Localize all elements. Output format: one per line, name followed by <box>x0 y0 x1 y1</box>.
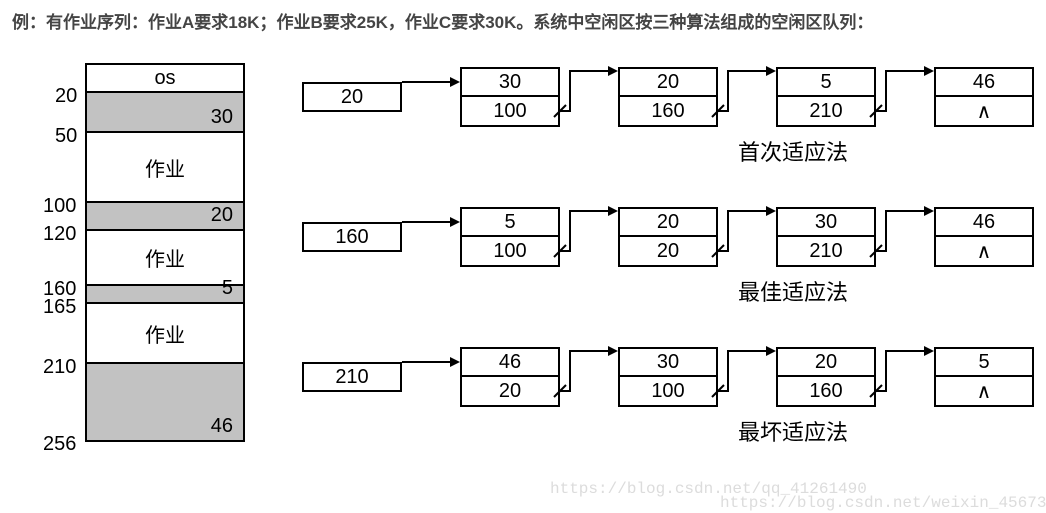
node-size: 46 <box>936 209 1032 237</box>
memory-column: os30作业20作业5作业46 2050100120160165210256 <box>47 63 247 485</box>
linked-list-row: 203010020160521046∧ <box>302 65 1034 129</box>
mem-address-165: 165 <box>43 296 76 319</box>
node-next: 20 <box>620 237 716 265</box>
list-node: 2020 <box>618 207 718 267</box>
mem-row-4: 作业 <box>87 231 243 286</box>
mem-address-256: 256 <box>43 433 76 456</box>
node-size: 46 <box>936 69 1032 97</box>
list-node: 4620 <box>460 347 560 407</box>
mem-row-label: 作业 <box>145 243 185 272</box>
list-node: 5210 <box>776 67 876 127</box>
node-size: 5 <box>936 349 1032 377</box>
arrow-connector <box>402 347 460 411</box>
mem-row-3: 20 <box>87 203 243 231</box>
node-size: 46 <box>462 349 558 377</box>
arrow-connector <box>560 347 618 411</box>
memory-table: os 30 作业 20 作业 5 作业 46 <box>85 63 245 442</box>
node-size: 5 <box>462 209 558 237</box>
mem-address-100: 100 <box>43 195 76 218</box>
mem-row-1: 30 <box>87 93 243 133</box>
node-next: ∧ <box>936 377 1032 405</box>
arrow-connector <box>718 347 776 411</box>
algorithm-label: 最佳适应法 <box>552 275 1034 307</box>
mem-row-5: 5 <box>87 286 243 304</box>
arrow-connector <box>560 207 618 271</box>
mem-address-210: 210 <box>43 356 76 379</box>
node-next: 100 <box>462 97 558 125</box>
arrow-connector <box>876 67 934 131</box>
node-size: 30 <box>462 69 558 97</box>
mem-address-120: 120 <box>43 223 76 246</box>
mem-row-6: 作业 <box>87 304 243 364</box>
arrow-connector <box>718 207 776 271</box>
list-head: 160 <box>302 222 402 252</box>
linked-list-row: 160 5100 2020 30210 46∧ <box>302 205 1034 269</box>
node-size: 20 <box>620 69 716 97</box>
node-next: 160 <box>778 377 874 405</box>
node-size: 30 <box>620 349 716 377</box>
mem-row-label: 30 <box>211 106 233 129</box>
linked-lists-column: 203010020160521046∧首次适应法1605100202030210… <box>302 63 1034 485</box>
mem-address-20: 20 <box>55 85 77 108</box>
list-node: 30100 <box>460 67 560 127</box>
node-next: 100 <box>462 237 558 265</box>
list-node: 20160 <box>618 67 718 127</box>
node-next: 210 <box>778 97 874 125</box>
watermark-2: https://blog.csdn.net/weixin_45673955 <box>720 494 1046 512</box>
algorithm-block-0: 203010020160521046∧首次适应法 <box>302 65 1034 167</box>
algorithm-label: 首次适应法 <box>552 135 1034 167</box>
node-next: ∧ <box>936 237 1032 265</box>
node-size: 30 <box>778 209 874 237</box>
arrow-connector <box>718 67 776 131</box>
mem-row-2: 作业 <box>87 133 243 203</box>
mem-row-7: 46 <box>87 364 243 442</box>
diagram-content: os 30 作业 20 作业 5 作业 46 20 50 100 120 160 165 210 256 2… <box>12 63 1034 485</box>
list-node: 20160 <box>776 347 876 407</box>
mem-row-label: 作业 <box>145 153 185 182</box>
mem-row-label: 46 <box>211 415 233 438</box>
mem-row-label: 20 <box>211 204 233 227</box>
mem-address-50: 50 <box>55 125 77 148</box>
arrow-connector <box>402 67 460 131</box>
list-node: 30210 <box>776 207 876 267</box>
node-size: 20 <box>620 209 716 237</box>
list-head: 210 <box>302 362 402 392</box>
arrow-connector <box>876 347 934 411</box>
algorithm-label: 最坏适应法 <box>552 415 1034 447</box>
mem-row-0: os <box>87 65 243 93</box>
algorithm-block-1: 160 5100 2020 30210 46∧ 最佳适应法 <box>302 205 1034 307</box>
node-next: 160 <box>620 97 716 125</box>
node-size: 5 <box>778 69 874 97</box>
mem-row-label: 作业 <box>145 319 185 348</box>
list-node: 5∧ <box>934 347 1034 407</box>
arrow-connector <box>560 67 618 131</box>
list-node: 46∧ <box>934 67 1034 127</box>
node-next: 100 <box>620 377 716 405</box>
node-size: 20 <box>778 349 874 377</box>
node-next: 20 <box>462 377 558 405</box>
node-next: ∧ <box>936 97 1032 125</box>
linked-list-row: 210462030100201605∧ <box>302 345 1034 409</box>
list-head: 20 <box>302 82 402 112</box>
node-next: 210 <box>778 237 874 265</box>
list-node: 5100 <box>460 207 560 267</box>
algorithm-block-2: 210462030100201605∧最坏适应法 <box>302 345 1034 447</box>
mem-row-label: 5 <box>222 277 233 300</box>
arrow-connector <box>876 207 934 271</box>
mem-row-label: os <box>154 67 175 90</box>
arrow-connector <box>402 207 460 271</box>
list-node: 46∧ <box>934 207 1034 267</box>
list-node: 30100 <box>618 347 718 407</box>
example-title: 例：有作业序列：作业A要求18K；作业B要求25K，作业C要求30K。系统中空闲… <box>12 8 1034 33</box>
